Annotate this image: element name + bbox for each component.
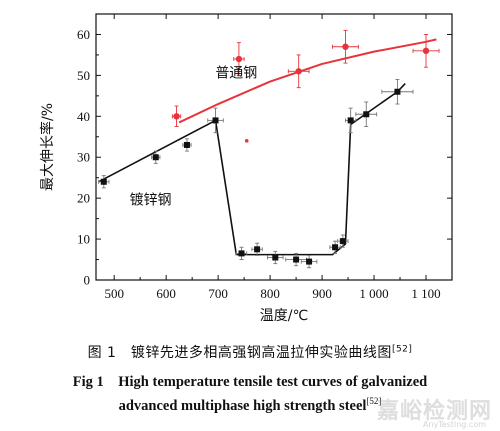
series-galvanized-steel — [98, 79, 414, 269]
x-tick-label: 1 000 — [359, 286, 388, 301]
y-tick-label: 10 — [77, 232, 90, 247]
data-point — [173, 113, 180, 120]
series-plain-steel — [171, 29, 440, 143]
data-point — [422, 47, 430, 55]
x-tick-label: 1 100 — [411, 286, 440, 301]
x-tick-label: 600 — [156, 286, 176, 301]
series-line — [98, 83, 406, 256]
chart-plot: 500 600 700 800 900 1 000 1 1000102030405060温度… — [39, 13, 453, 324]
plot-frame — [95, 13, 453, 281]
x-tick-label: 900 — [312, 286, 332, 301]
y-axis-label: 最大伸长率/% — [39, 103, 56, 191]
y-tick-label: 30 — [77, 150, 90, 165]
data-point — [272, 254, 279, 261]
data-point — [235, 55, 243, 63]
data-point — [347, 117, 354, 124]
x-tick-label: 800 — [260, 286, 280, 301]
figure-caption-cn: 图 1 镀锌先进多相高强钢高温拉伸实验曲线图[52] — [0, 342, 500, 362]
data-point — [254, 246, 261, 253]
data-point — [183, 141, 190, 148]
data-point — [339, 238, 346, 245]
data-point — [394, 88, 401, 95]
caption-cn-text: 图 1 镀锌先进多相高强钢高温拉伸实验曲线图 — [87, 345, 392, 361]
figure-caption-en-line1: Fig 1 High temperature tensile test curv… — [72, 374, 428, 390]
y-tick-label: 20 — [77, 191, 90, 206]
watermark-logo: 嘉峪检测网 — [376, 399, 492, 424]
caption-en-text: advanced multiphase high strength steel — [118, 397, 367, 414]
data-point — [212, 117, 219, 124]
data-point — [238, 250, 245, 257]
label-galvanized-steel: 镀锌钢 — [130, 191, 172, 208]
outlier-point — [244, 139, 249, 143]
y-tick-label: 0 — [84, 273, 91, 288]
y-tick-label: 60 — [77, 27, 90, 42]
caption-en-ref: [52] — [366, 396, 382, 406]
label-plain-steel: 普通钢 — [215, 65, 257, 81]
y-tick-label: 40 — [77, 109, 90, 124]
data-point — [293, 256, 300, 263]
caption-cn-ref: [52] — [391, 344, 413, 355]
data-point — [363, 111, 370, 118]
data-point — [100, 178, 107, 185]
data-point — [152, 154, 159, 161]
x-axis-label: 温度/℃ — [260, 308, 308, 324]
watermark-sub: AnyTesting.com — [422, 420, 486, 429]
figure-caption-en-line2: advanced multiphase high strength steel[… — [0, 396, 500, 415]
data-point — [295, 68, 302, 75]
y-tick-label: 50 — [77, 68, 90, 83]
data-point — [342, 43, 349, 50]
x-tick-label: 500 — [104, 286, 124, 301]
x-tick-label: 700 — [208, 286, 228, 301]
data-point — [306, 258, 313, 265]
data-point — [332, 244, 339, 251]
